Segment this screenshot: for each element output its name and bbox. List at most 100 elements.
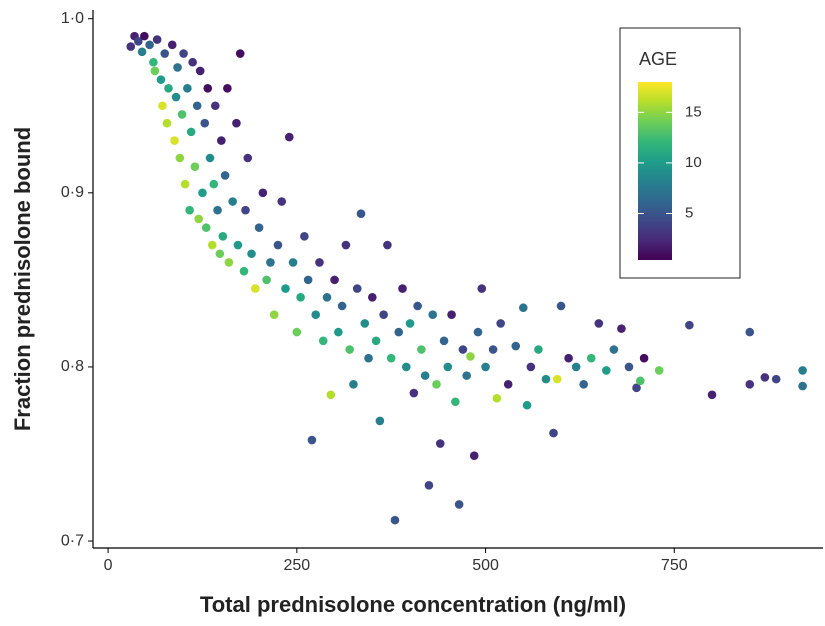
- point: [300, 232, 309, 241]
- point: [352, 284, 362, 293]
- point: [586, 353, 596, 363]
- point: [417, 345, 426, 354]
- point: [368, 292, 377, 302]
- point: [488, 345, 498, 354]
- point: [258, 188, 268, 198]
- point: [185, 205, 194, 215]
- point: [303, 275, 313, 285]
- point: [167, 40, 177, 50]
- point: [522, 400, 532, 410]
- point: [473, 327, 483, 337]
- point: [481, 362, 490, 372]
- legend-title: AGE: [639, 49, 677, 69]
- point: [288, 258, 298, 267]
- point: [158, 101, 167, 111]
- point: [345, 345, 354, 354]
- point: [375, 416, 385, 426]
- point: [152, 35, 162, 44]
- point: [235, 49, 245, 58]
- point: [177, 110, 187, 119]
- y-tick-label: 0·7: [61, 532, 84, 549]
- point: [579, 380, 588, 389]
- point: [685, 320, 694, 330]
- x-axis-label: Total prednisolone concentration (ng/ml): [200, 592, 626, 617]
- point: [277, 197, 287, 206]
- point: [140, 31, 149, 41]
- point: [771, 374, 781, 384]
- point: [195, 66, 205, 76]
- point: [273, 240, 283, 250]
- point: [200, 118, 210, 128]
- point: [194, 214, 203, 224]
- point: [564, 353, 573, 363]
- point: [247, 249, 256, 259]
- point: [624, 362, 634, 372]
- point: [145, 40, 154, 50]
- point: [179, 49, 188, 58]
- point: [213, 205, 222, 215]
- point: [201, 223, 211, 232]
- x-tick-label: 250: [283, 557, 310, 574]
- x-tick-label: 0: [104, 557, 113, 574]
- point: [364, 353, 373, 363]
- point: [186, 127, 196, 137]
- point: [549, 428, 558, 438]
- point: [386, 353, 396, 363]
- point: [420, 371, 430, 380]
- point: [262, 275, 271, 285]
- point: [454, 500, 464, 509]
- point: [477, 284, 487, 293]
- point: [215, 249, 225, 259]
- point: [284, 132, 294, 142]
- point: [180, 179, 190, 189]
- point: [341, 240, 351, 250]
- point: [636, 376, 645, 386]
- point: [609, 345, 619, 354]
- point: [654, 366, 664, 375]
- point: [209, 179, 219, 189]
- point: [150, 66, 160, 76]
- point: [405, 319, 415, 328]
- point: [326, 390, 336, 400]
- point: [330, 275, 339, 285]
- point: [188, 57, 197, 67]
- point: [602, 366, 611, 375]
- point: [281, 284, 290, 293]
- point: [503, 380, 513, 389]
- point: [639, 353, 649, 363]
- point: [798, 366, 807, 375]
- point: [149, 57, 158, 67]
- point: [413, 301, 422, 311]
- point: [266, 258, 275, 267]
- point: [511, 341, 521, 351]
- point: [632, 383, 641, 393]
- point: [398, 284, 407, 293]
- point: [203, 84, 213, 93]
- point: [435, 439, 445, 448]
- point: [552, 374, 562, 384]
- point: [223, 84, 232, 93]
- point: [173, 63, 182, 72]
- colorbar-tick-label: 5: [685, 204, 693, 221]
- point: [296, 292, 305, 302]
- point: [458, 345, 468, 354]
- point: [334, 327, 343, 337]
- point: [518, 303, 528, 313]
- point: [198, 188, 207, 198]
- point: [137, 47, 147, 57]
- point: [707, 390, 717, 400]
- point: [451, 397, 460, 407]
- point: [409, 388, 419, 398]
- point: [383, 240, 392, 250]
- point: [233, 240, 243, 250]
- point: [526, 362, 536, 372]
- point: [207, 240, 217, 250]
- y-tick-label: 1·0: [61, 10, 84, 27]
- point: [307, 435, 317, 445]
- point: [311, 310, 320, 319]
- point: [492, 393, 502, 403]
- point: [571, 362, 581, 372]
- point: [205, 153, 215, 163]
- point: [337, 301, 347, 311]
